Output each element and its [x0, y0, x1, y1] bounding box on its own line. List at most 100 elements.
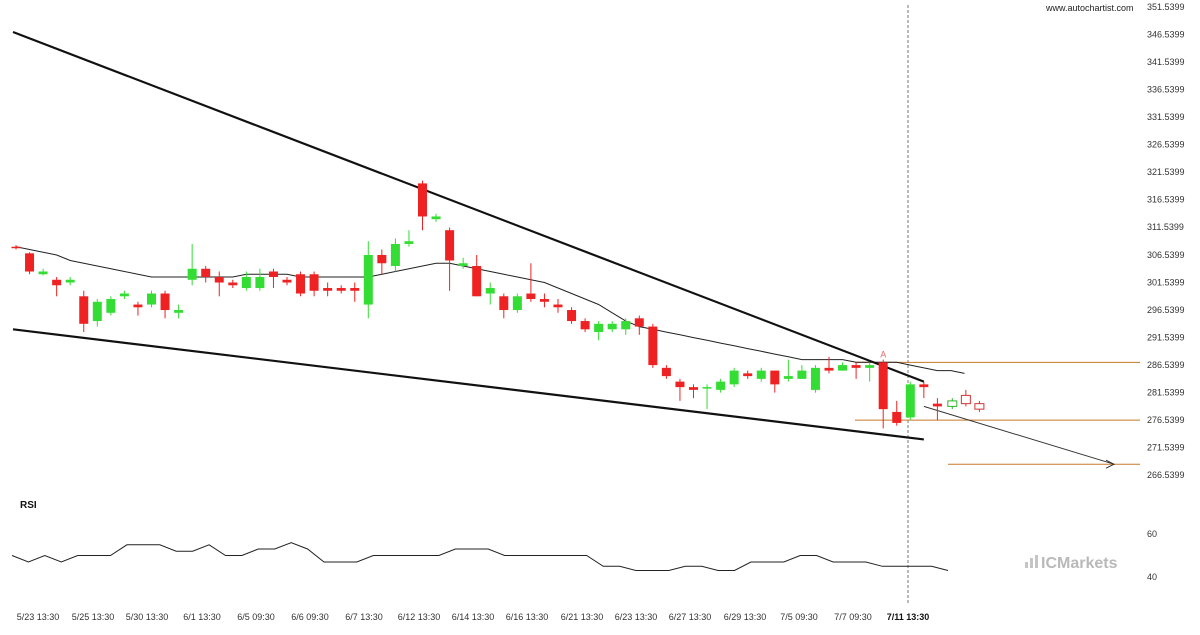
candle [350, 282, 360, 302]
candle-body [770, 370, 780, 385]
candle-body [350, 288, 360, 291]
price-tick-label: 331.5399 [1147, 112, 1185, 122]
candle [797, 365, 807, 379]
date-tick-label: 6/7 13:30 [345, 612, 383, 622]
price-tick-label: 336.5399 [1147, 85, 1185, 95]
rsi-title: RSI [20, 500, 37, 511]
price-tick-label: 271.5399 [1147, 442, 1185, 452]
price-tick-label: 351.5399 [1147, 2, 1185, 12]
date-tick-label: 6/27 13:30 [669, 612, 712, 622]
candle-body [675, 381, 685, 388]
candle [580, 318, 590, 333]
price-tick-label: 306.5399 [1147, 250, 1185, 260]
candle-body [499, 296, 509, 311]
brand-label: ICMarkets [1041, 555, 1118, 572]
candle-body [512, 296, 522, 311]
candle-body [824, 367, 834, 371]
candle [228, 279, 238, 289]
forecast-candle-body [960, 394, 971, 405]
candle [932, 398, 942, 421]
candle-body [919, 384, 929, 388]
candle [404, 230, 414, 247]
candle-body [363, 254, 373, 305]
watermark-label[interactable]: www.autochartist.com [1045, 3, 1134, 13]
candle [892, 400, 902, 426]
date-tick-label: 6/1 13:30 [183, 612, 221, 622]
candle-body [119, 293, 129, 297]
candle [79, 290, 89, 333]
candle [431, 213, 441, 222]
projection-arrow-line [923, 405, 1115, 465]
brand-bar-3 [1035, 555, 1038, 568]
candle-body [472, 265, 482, 297]
candle [52, 277, 62, 297]
candle [485, 282, 495, 305]
rsi-line [11, 542, 949, 571]
rsi-panel [11, 542, 949, 571]
candle [919, 381, 929, 399]
candle-body [228, 282, 238, 286]
pattern-point-marker: A [880, 350, 886, 360]
candle-body [878, 362, 888, 410]
brand-bar-2 [1030, 558, 1033, 568]
price-tick-label: 316.5399 [1147, 195, 1185, 205]
candle [539, 293, 549, 308]
candle-body [147, 293, 156, 305]
candle-body [11, 246, 21, 249]
candle [363, 241, 373, 319]
price-tick-label: 341.5399 [1147, 57, 1185, 67]
candle-body [79, 296, 89, 324]
candle [594, 321, 604, 341]
candle-body [241, 277, 251, 289]
date-tick-label: 5/25 13:30 [72, 612, 115, 622]
candle-body [702, 387, 712, 389]
price-tick-label: 291.5399 [1147, 332, 1185, 342]
candle-body [404, 241, 414, 244]
candle [607, 321, 617, 333]
date-tick-label: 7/7 09:30 [834, 612, 872, 622]
candle-body [580, 321, 590, 330]
date-tick-label: 5/30 13:30 [126, 612, 169, 622]
candle-body [932, 403, 942, 407]
candle [878, 359, 888, 429]
candle-body [52, 279, 62, 286]
candle [526, 263, 536, 302]
candle [689, 384, 698, 399]
candle-body [336, 288, 346, 291]
candle-body [553, 304, 563, 308]
candle-body [810, 367, 820, 390]
candle [512, 293, 522, 313]
price-tick-label: 346.5399 [1147, 30, 1185, 40]
price-tick-label: 276.5399 [1147, 415, 1185, 425]
brand-logo: ICMarkets [1025, 555, 1118, 572]
candle-body [526, 293, 536, 300]
candle [160, 290, 170, 319]
candle-body [38, 271, 48, 275]
support-trendline [12, 328, 924, 441]
candle [810, 365, 820, 393]
candle [296, 271, 306, 297]
date-tick-label: 7/5 09:30 [780, 612, 818, 622]
candle [241, 271, 251, 291]
candle-body [783, 376, 793, 379]
candle [147, 290, 156, 308]
candle [716, 378, 726, 393]
candle-body [268, 271, 278, 278]
candle-body [25, 253, 35, 272]
candle [702, 384, 712, 410]
candle-body [65, 279, 75, 283]
candle [119, 290, 129, 300]
date-tick-label: 6/16 13:30 [506, 612, 549, 622]
candle [472, 254, 482, 297]
candle-body [865, 365, 875, 368]
candle-body [797, 370, 807, 379]
candle-body [851, 365, 861, 368]
candle-body [92, 301, 102, 322]
candle [553, 299, 563, 313]
candle [323, 282, 333, 297]
forecast-candle-body [947, 400, 958, 407]
candle [390, 238, 400, 272]
candle [648, 323, 658, 368]
candle [824, 356, 834, 374]
